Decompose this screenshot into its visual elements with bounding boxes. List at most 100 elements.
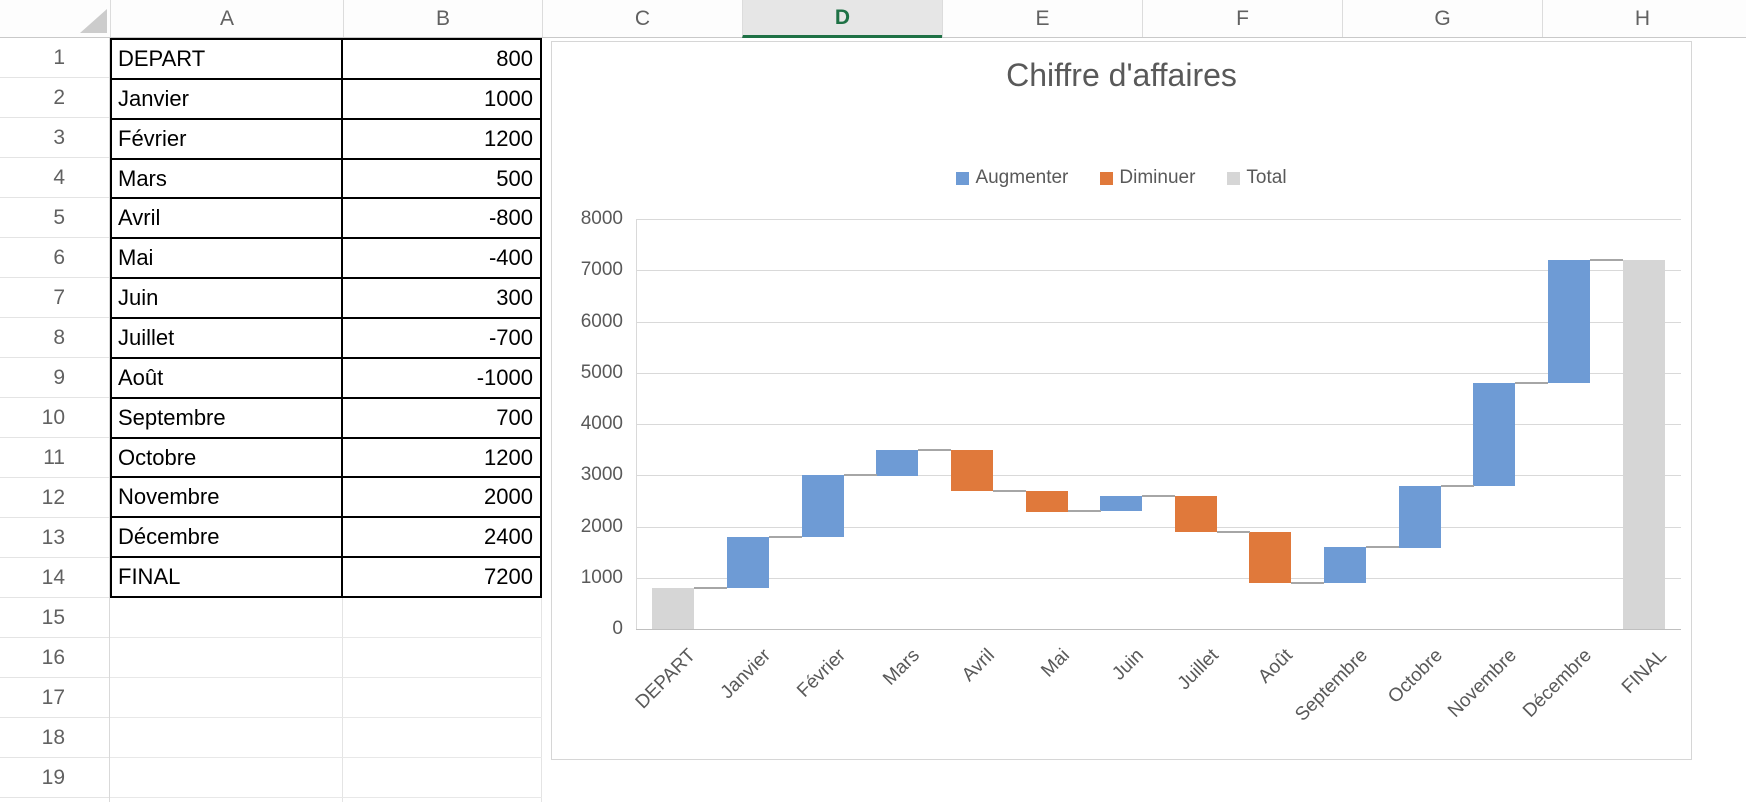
- row-header-9[interactable]: 9: [0, 358, 109, 398]
- connector-décembre: [1590, 259, 1623, 261]
- row-header-5[interactable]: 5: [0, 198, 109, 238]
- x-tick-label-mars: Mars: [879, 645, 924, 690]
- gridline-5000: [636, 373, 1681, 374]
- connector-mars: [918, 449, 951, 451]
- cell-b2[interactable]: 1000: [484, 85, 533, 111]
- column-header-a[interactable]: A: [110, 0, 343, 37]
- column-header-c[interactable]: C: [542, 0, 742, 37]
- table-row: Avril -800: [112, 199, 540, 240]
- cell-b1[interactable]: 800: [496, 45, 533, 71]
- connector-février: [844, 474, 877, 476]
- row-header-13[interactable]: 13: [0, 518, 109, 558]
- chart-legend: Augmenter Diminuer Total: [552, 167, 1691, 189]
- cell-b6[interactable]: -400: [488, 245, 533, 271]
- cell-a11[interactable]: Octobre: [112, 438, 343, 477]
- cell-a14[interactable]: FINAL: [112, 558, 343, 597]
- legend-item-diminuer[interactable]: Diminuer: [1100, 167, 1195, 189]
- row-header-3[interactable]: 3: [0, 118, 109, 158]
- gridline-row-15: [110, 637, 542, 638]
- column-header-f[interactable]: F: [1142, 0, 1342, 37]
- row-header-11[interactable]: 11: [0, 438, 109, 478]
- bar-juin[interactable]: [1100, 496, 1142, 511]
- cell-a3[interactable]: Février: [112, 119, 343, 158]
- row-header-16[interactable]: 16: [0, 638, 109, 678]
- cell-b13[interactable]: 2400: [484, 524, 533, 550]
- cell-b3[interactable]: 1200: [484, 125, 533, 151]
- gridline-row-18: [110, 757, 542, 758]
- x-tick-label-mai: Mai: [1037, 645, 1074, 682]
- column-header-d[interactable]: D: [742, 0, 942, 38]
- x-tick-label-août: Août: [1254, 645, 1297, 688]
- row-header-8[interactable]: 8: [0, 318, 109, 358]
- gridline-row-17: [110, 717, 542, 718]
- gridline-6000: [636, 322, 1681, 323]
- bar-février[interactable]: [802, 475, 844, 537]
- cell-b11[interactable]: 1200: [484, 444, 533, 470]
- row-header-17[interactable]: 17: [0, 678, 109, 718]
- row-header-19[interactable]: 19: [0, 758, 109, 798]
- chart[interactable]: Chiffre d'affaires Augmenter Diminuer To…: [551, 41, 1692, 760]
- bar-mars[interactable]: [876, 450, 918, 476]
- cell-a7[interactable]: Juin: [112, 279, 343, 318]
- y-axis-line: [636, 219, 637, 629]
- bar-septembre[interactable]: [1324, 547, 1366, 583]
- cell-a10[interactable]: Septembre: [112, 398, 343, 437]
- cell-a13[interactable]: Décembre: [112, 518, 343, 557]
- bar-décembre[interactable]: [1548, 260, 1590, 383]
- y-tick-label-0: 0: [612, 618, 623, 639]
- bar-janvier[interactable]: [727, 537, 769, 588]
- bar-depart[interactable]: [652, 588, 694, 629]
- row-header-2[interactable]: 2: [0, 78, 109, 118]
- cell-b7[interactable]: 300: [496, 285, 533, 311]
- cell-a12[interactable]: Novembre: [112, 478, 343, 517]
- bar-final[interactable]: [1623, 260, 1665, 629]
- bar-octobre[interactable]: [1399, 486, 1441, 548]
- row-header-12[interactable]: 12: [0, 478, 109, 518]
- column-header-e[interactable]: E: [942, 0, 1142, 37]
- cell-a2[interactable]: Janvier: [112, 79, 343, 118]
- cell-a4[interactable]: Mars: [112, 159, 343, 198]
- x-tick-label-final: FINAL: [1617, 645, 1671, 698]
- row-header-6[interactable]: 6: [0, 238, 109, 278]
- cell-b12[interactable]: 2000: [484, 484, 533, 510]
- row-header-10[interactable]: 10: [0, 398, 109, 438]
- gridline-col-a-b: [342, 598, 343, 802]
- cell-b8[interactable]: -700: [488, 324, 533, 350]
- bar-août[interactable]: [1249, 532, 1291, 583]
- cell-a1[interactable]: DEPART: [112, 40, 343, 78]
- row-header-4[interactable]: 4: [0, 158, 109, 198]
- column-header-g[interactable]: G: [1342, 0, 1542, 37]
- cell-b9[interactable]: -1000: [476, 364, 533, 390]
- x-tick-label-juillet: Juillet: [1173, 645, 1223, 695]
- bar-avril[interactable]: [951, 450, 993, 491]
- bar-juillet[interactable]: [1175, 496, 1217, 532]
- cell-b10[interactable]: 700: [496, 404, 533, 430]
- cell-a9[interactable]: Août: [112, 358, 343, 397]
- gridline-2000: [636, 527, 1681, 528]
- data-table: DEPART 800 Janvier 1000 Février 1200 Mars 500 Av…: [110, 38, 542, 598]
- cell-a6[interactable]: Mai: [112, 239, 343, 278]
- row-header-7[interactable]: 7: [0, 278, 109, 318]
- gridline-col-b-c: [541, 598, 542, 802]
- column-header-h[interactable]: H: [1542, 0, 1742, 37]
- select-all-triangle-icon: [80, 9, 107, 33]
- chart-title[interactable]: Chiffre d'affaires: [1006, 57, 1237, 93]
- cell-b4[interactable]: 500: [496, 165, 533, 191]
- row-header-1[interactable]: 1: [0, 38, 109, 78]
- cell-a8[interactable]: Juillet: [112, 319, 343, 357]
- row-header-18[interactable]: 18: [0, 718, 109, 758]
- row-header-14[interactable]: 14: [0, 558, 109, 598]
- legend-item-augmenter[interactable]: Augmenter: [956, 167, 1068, 189]
- x-tick-label-février: Février: [793, 645, 850, 702]
- cell-b14[interactable]: 7200: [484, 564, 533, 590]
- legend-item-total[interactable]: Total: [1227, 167, 1287, 189]
- bar-mai[interactable]: [1026, 491, 1068, 512]
- cell-a5[interactable]: Avril: [112, 199, 343, 238]
- select-all-corner[interactable]: [0, 0, 110, 37]
- bar-novembre[interactable]: [1473, 383, 1515, 486]
- row-header-15[interactable]: 15: [0, 598, 109, 638]
- table-row: Octobre 1200: [112, 438, 540, 479]
- column-header-b[interactable]: B: [343, 0, 542, 37]
- cell-b5[interactable]: -800: [488, 205, 533, 231]
